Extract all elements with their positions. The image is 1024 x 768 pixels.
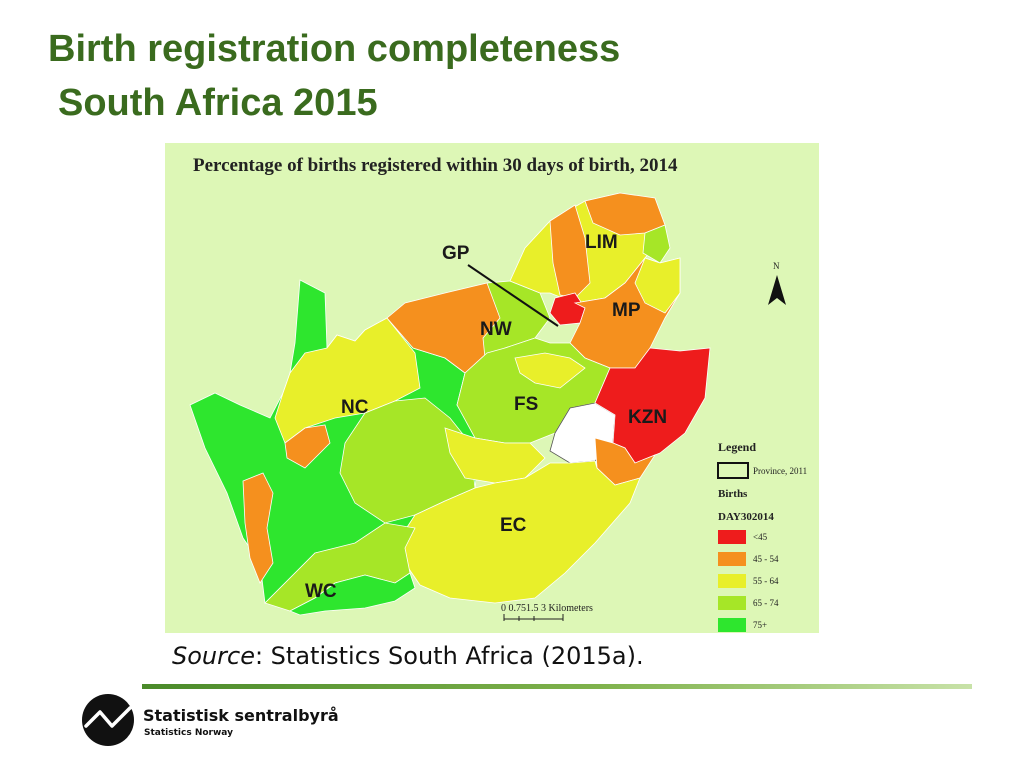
- legend-swatch-3: [718, 596, 746, 610]
- footer-divider: [142, 684, 972, 689]
- legend-swatch-2: [718, 574, 746, 588]
- legend-class-label-0: <45: [753, 532, 768, 542]
- province-fs-south: [444, 427, 546, 484]
- gp-leader-line: [467, 264, 559, 327]
- brand-name: Statistisk sentralbyrå: [143, 706, 339, 725]
- legend-births-label: Births: [718, 488, 748, 500]
- scale-text: 0 0.751.5 3 Kilometers: [501, 603, 593, 614]
- source-text: : Statistics South Africa (2015a).: [254, 642, 644, 670]
- title-line-1: Birth registration completeness: [48, 28, 621, 70]
- province-kzn: [594, 347, 711, 464]
- legend-province-label: Province, 2011: [753, 466, 807, 476]
- province-mp-yellow: [634, 257, 681, 314]
- legend-province-swatch: [717, 462, 749, 479]
- province-ec: [399, 460, 641, 604]
- brand-subtitle: Statistics Norway: [144, 728, 233, 738]
- province-nc-orange: [284, 424, 331, 469]
- label-gp: GP: [442, 243, 470, 264]
- legend-swatch-1: [718, 552, 746, 566]
- province-wc-orange: [242, 472, 274, 584]
- legend-swatch-4: [718, 618, 746, 632]
- south-africa-map: GP LIM MP NW FS KZN NC EC WC N Legend Pr…: [189, 192, 807, 632]
- province-lim-e: [642, 224, 671, 264]
- label-kzn: KZN: [628, 407, 667, 428]
- province-lim-orange: [549, 204, 591, 299]
- slide-title: Birth registration completeness South Af…: [48, 22, 620, 130]
- legend-class-label-2: 55 - 64: [753, 576, 779, 586]
- title-line-2: South Africa 2015: [58, 82, 378, 124]
- province-fs-yellow: [514, 352, 586, 389]
- north-arrow-icon: [768, 275, 786, 305]
- legend-classes: <45 45 - 54 55 - 64 65 - 74 75+: [718, 530, 779, 632]
- label-fs: FS: [514, 394, 538, 415]
- map-title: Percentage of births registered within 3…: [193, 155, 678, 176]
- legend-class-label-4: 75+: [753, 620, 767, 630]
- label-ec: EC: [500, 515, 527, 536]
- source-label: Source: [172, 642, 255, 670]
- legend-swatch-0: [718, 530, 746, 544]
- label-mp: MP: [612, 300, 641, 321]
- north-label: N: [773, 261, 780, 271]
- label-lim: LIM: [585, 232, 618, 253]
- scale-bar: [503, 614, 564, 621]
- map-panel: Percentage of births registered within 3…: [165, 143, 819, 633]
- legend-field-label: DAY302014: [718, 511, 774, 523]
- label-wc: WC: [305, 581, 337, 602]
- source-citation: Source: Statistics South Africa (2015a).: [172, 642, 644, 670]
- label-nc: NC: [341, 397, 369, 418]
- province-wc-green: [289, 572, 416, 616]
- legend-title: Legend: [718, 440, 756, 454]
- ssb-logo-icon: [82, 694, 134, 746]
- legend-class-label-1: 45 - 54: [753, 554, 779, 564]
- legend-class-label-3: 65 - 74: [753, 598, 779, 608]
- label-nw: NW: [480, 319, 512, 340]
